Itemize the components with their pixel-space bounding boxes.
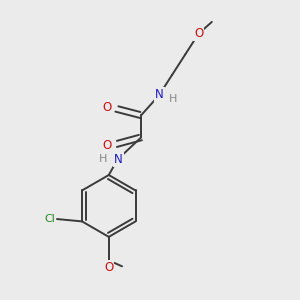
Text: Cl: Cl [44,214,55,224]
Text: H: H [99,154,108,164]
Text: O: O [104,261,113,274]
Text: H: H [169,94,177,104]
Text: O: O [103,101,112,114]
Text: N: N [155,88,164,101]
Text: N: N [114,153,123,166]
Text: O: O [103,139,112,152]
Text: O: O [194,27,203,40]
